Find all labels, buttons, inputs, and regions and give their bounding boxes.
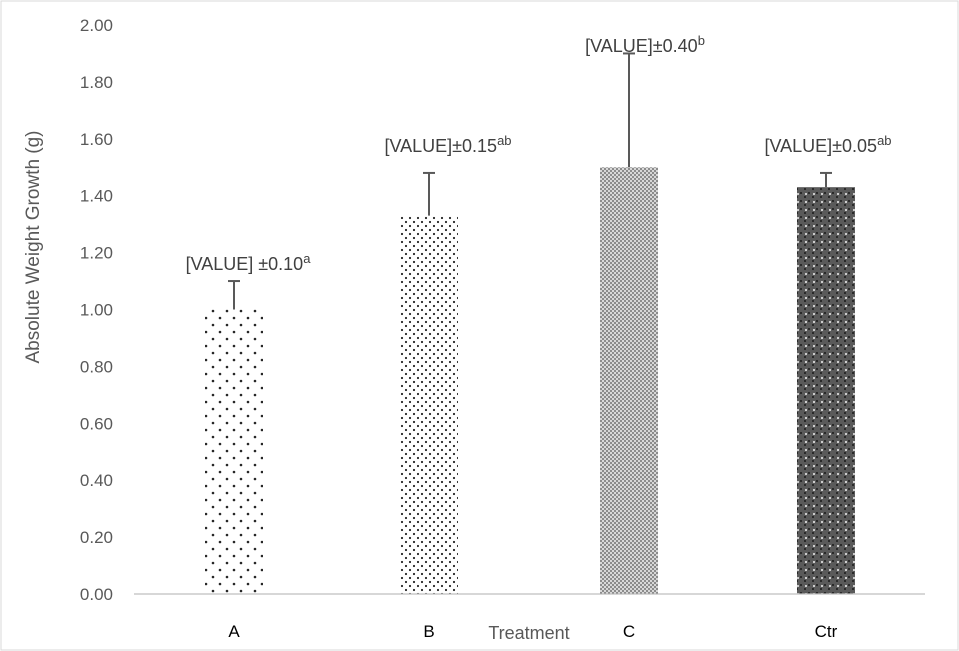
y-axis-ticks: 0.00 0.20 0.40 0.60 0.80 1.00 1.20 1.40 1.60 1.80… bbox=[80, 16, 113, 604]
y-axis-title: Absolute Weight Growth (g) bbox=[23, 130, 44, 363]
error-bars bbox=[228, 52, 832, 310]
y-tick-label: 0.60 bbox=[80, 414, 113, 433]
x-tick-label: A bbox=[228, 622, 240, 641]
bar-a bbox=[205, 309, 263, 594]
error-bar-c bbox=[623, 52, 635, 168]
y-tick-label: 1.60 bbox=[80, 130, 113, 149]
x-axis-title: Treatment bbox=[488, 623, 569, 643]
y-tick-label: 0.20 bbox=[80, 528, 113, 547]
data-labels: [VALUE] ±0.10a [VALUE]±0.15ab [VALUE]±0.40… bbox=[186, 33, 892, 274]
bar-b bbox=[400, 215, 458, 595]
y-tick-label: 0.00 bbox=[80, 585, 113, 604]
y-tick-label: 1.00 bbox=[80, 301, 113, 320]
y-tick-label: 1.20 bbox=[80, 244, 113, 263]
y-tick-label: 0.80 bbox=[80, 357, 113, 376]
y-tick-label: 1.80 bbox=[80, 73, 113, 92]
bar-c bbox=[600, 167, 658, 594]
x-tick-label: Ctr bbox=[815, 622, 838, 641]
error-bar-ctr bbox=[820, 171, 832, 188]
bars bbox=[205, 167, 855, 595]
y-tick-label: 2.00 bbox=[80, 16, 113, 35]
y-tick-label: 1.40 bbox=[80, 187, 113, 206]
x-tick-label: C bbox=[623, 622, 635, 641]
data-label-ctr: [VALUE]±0.05ab bbox=[764, 133, 891, 156]
bar-ctr bbox=[797, 187, 855, 595]
y-tick-label: 0.40 bbox=[80, 471, 113, 490]
data-label-a: [VALUE] ±0.10a bbox=[186, 251, 312, 274]
x-axis-ticks: A B C Ctr bbox=[228, 622, 837, 641]
error-bar-b bbox=[423, 171, 435, 216]
error-bar-a bbox=[228, 280, 240, 310]
x-tick-label: B bbox=[423, 622, 434, 641]
data-label-c: [VALUE]±0.40b bbox=[585, 33, 705, 56]
data-label-b: [VALUE]±0.15ab bbox=[384, 133, 511, 156]
